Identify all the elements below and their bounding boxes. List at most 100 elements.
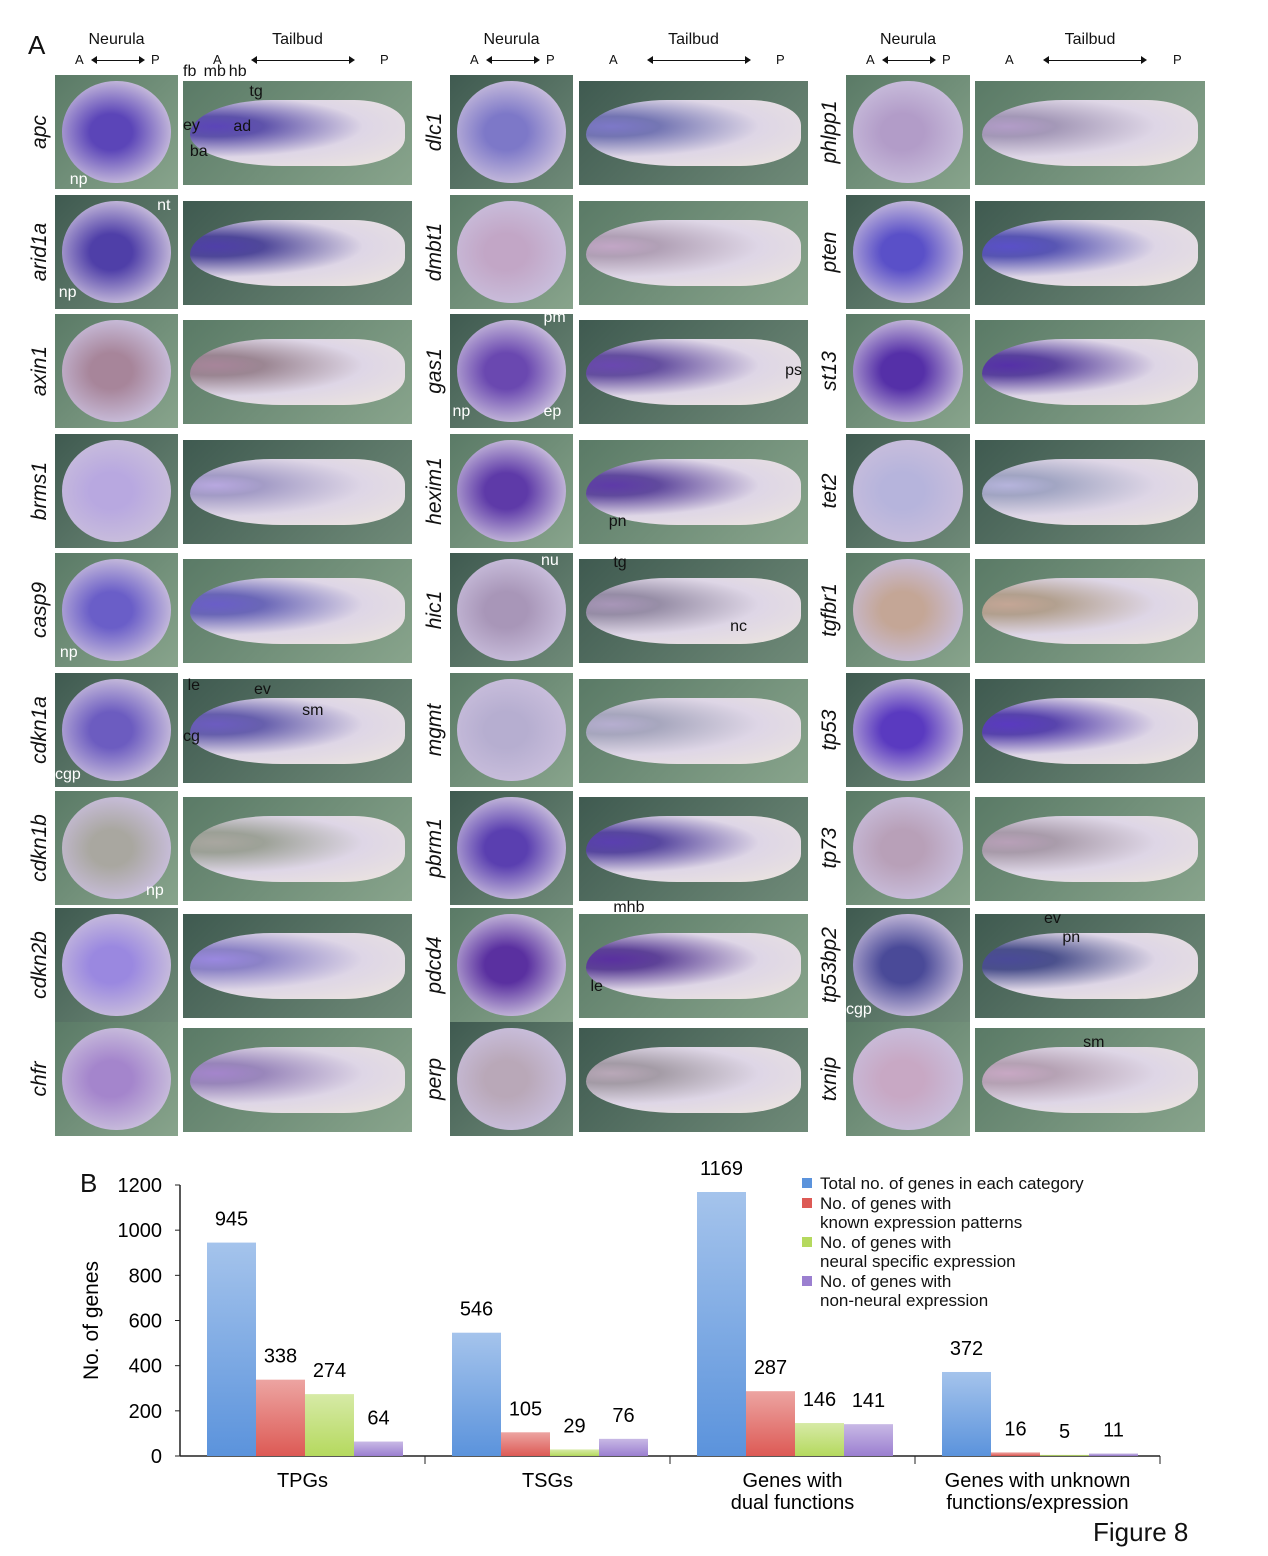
gene-label: tet2 bbox=[818, 473, 841, 509]
tailbud-image bbox=[975, 797, 1205, 901]
tailbud-embryo bbox=[189, 458, 406, 526]
anterior-label: A bbox=[470, 52, 479, 67]
neurula-image bbox=[450, 673, 573, 787]
tailbud-image bbox=[183, 559, 412, 663]
gene-label: gas1 bbox=[423, 348, 446, 394]
legend-item: No. of genes with non-neural expression bbox=[802, 1272, 988, 1310]
y-tick-label: 800 bbox=[129, 1265, 162, 1287]
tailbud-image bbox=[579, 797, 808, 901]
legend-item: Total no. of genes in each category bbox=[802, 1174, 1084, 1193]
tailbud-image bbox=[975, 440, 1205, 544]
neurula-image bbox=[55, 434, 178, 548]
tailbud-embryo bbox=[189, 697, 406, 765]
tailbud-image bbox=[183, 797, 412, 901]
bar bbox=[501, 1432, 550, 1456]
neurula-embryo bbox=[457, 80, 566, 184]
data-label: 338 bbox=[264, 1346, 297, 1368]
annotation-label: ba bbox=[189, 143, 208, 161]
posterior-label: P bbox=[1173, 52, 1182, 67]
annotation-label: le bbox=[590, 978, 603, 996]
neurula-embryo bbox=[853, 678, 963, 782]
annotation-label: hb bbox=[228, 63, 247, 81]
tailbud-embryo bbox=[981, 577, 1199, 645]
gene-label: cdkn1a bbox=[28, 696, 51, 764]
tailbud-embryo bbox=[585, 1046, 802, 1114]
gene-label: tgfbr1 bbox=[818, 583, 841, 637]
tailbud-embryo bbox=[189, 99, 406, 167]
legend-item: No. of genes with neural specific express… bbox=[802, 1233, 1016, 1271]
annotation-label: fb bbox=[183, 63, 197, 81]
tailbud-embryo bbox=[585, 99, 802, 167]
annotation-label: nt bbox=[157, 197, 171, 215]
neurula-embryo bbox=[62, 1027, 171, 1131]
data-label: 546 bbox=[460, 1299, 493, 1321]
tailbud-image: mhb le bbox=[579, 899, 808, 1018]
neurula-embryo bbox=[62, 796, 171, 900]
bar bbox=[697, 1192, 746, 1456]
ap-axis-arrow bbox=[251, 56, 355, 64]
neurula-image bbox=[846, 673, 970, 787]
bar bbox=[1089, 1453, 1138, 1456]
category-label: TPGs bbox=[277, 1470, 328, 1492]
neurula-embryo bbox=[62, 80, 171, 184]
tailbud-embryo bbox=[585, 815, 802, 883]
neurula-image bbox=[846, 553, 970, 667]
neurula-embryo bbox=[457, 1027, 566, 1131]
legend-text: No. of genes with bbox=[820, 1194, 952, 1213]
annotation-label: cgp bbox=[846, 1001, 872, 1019]
tailbud-embryo bbox=[585, 338, 802, 406]
neurula-image: np bbox=[55, 553, 178, 667]
gene-label: cdkn2b bbox=[28, 931, 51, 999]
neurula-image bbox=[450, 791, 573, 905]
neurula-image: np bbox=[55, 75, 178, 189]
annotation-label: np bbox=[58, 283, 77, 301]
tailbud-embryo bbox=[981, 697, 1199, 765]
tailbud-image bbox=[579, 1028, 808, 1132]
bar bbox=[942, 1371, 991, 1456]
ap-axis-arrow bbox=[91, 56, 145, 64]
annotation-label: ep bbox=[543, 402, 562, 420]
gene-label: pdcd4 bbox=[423, 936, 446, 994]
panel-a-letter: A bbox=[28, 30, 46, 60]
data-label: 372 bbox=[950, 1338, 983, 1360]
legend-text: No. of genes with bbox=[820, 1272, 952, 1291]
y-axis-label: No. of genes bbox=[80, 1261, 103, 1380]
gene-label: tp53bp2 bbox=[818, 927, 841, 1003]
bar bbox=[746, 1391, 795, 1456]
legend-text: Total no. of genes in each category bbox=[820, 1174, 1084, 1193]
annotation-label: ey bbox=[183, 117, 200, 135]
data-label: 274 bbox=[313, 1360, 346, 1382]
neurula-image: cgp bbox=[846, 908, 970, 1022]
posterior-label: P bbox=[776, 52, 785, 67]
neurula-image bbox=[55, 1022, 178, 1136]
neurula-embryo bbox=[457, 319, 566, 423]
category-label: TSGs bbox=[522, 1470, 573, 1492]
gene-label: phlpp1 bbox=[818, 100, 841, 164]
data-label: 146 bbox=[803, 1389, 836, 1411]
neurula-embryo bbox=[62, 200, 171, 304]
ap-axis-arrow bbox=[647, 56, 751, 64]
annotation-label: np bbox=[452, 402, 471, 420]
tailbud-image bbox=[183, 914, 412, 1018]
gene-label: hic1 bbox=[423, 590, 446, 630]
ap-axis-arrow bbox=[486, 56, 540, 64]
tailbud-image bbox=[579, 201, 808, 305]
legend-swatch bbox=[802, 1178, 812, 1188]
neurula-image bbox=[450, 75, 573, 189]
tailbud-embryo bbox=[981, 99, 1199, 167]
neurula-embryo bbox=[457, 678, 566, 782]
annotation-label: np bbox=[69, 170, 88, 188]
gene-label: pbrm1 bbox=[423, 818, 446, 878]
neurula-image bbox=[846, 1022, 970, 1136]
panel-b-letter: B bbox=[80, 1168, 98, 1198]
bar bbox=[795, 1423, 844, 1456]
bar bbox=[256, 1379, 305, 1456]
tailbud-embryo bbox=[189, 815, 406, 883]
bar bbox=[1040, 1454, 1089, 1456]
annotation-label: nc bbox=[730, 618, 748, 636]
neurula-embryo bbox=[853, 913, 963, 1017]
bar bbox=[305, 1394, 354, 1456]
neurula-image bbox=[846, 791, 970, 905]
annotation-label: ev bbox=[1044, 909, 1061, 927]
category-label: Genes with unknown bbox=[945, 1470, 1131, 1492]
